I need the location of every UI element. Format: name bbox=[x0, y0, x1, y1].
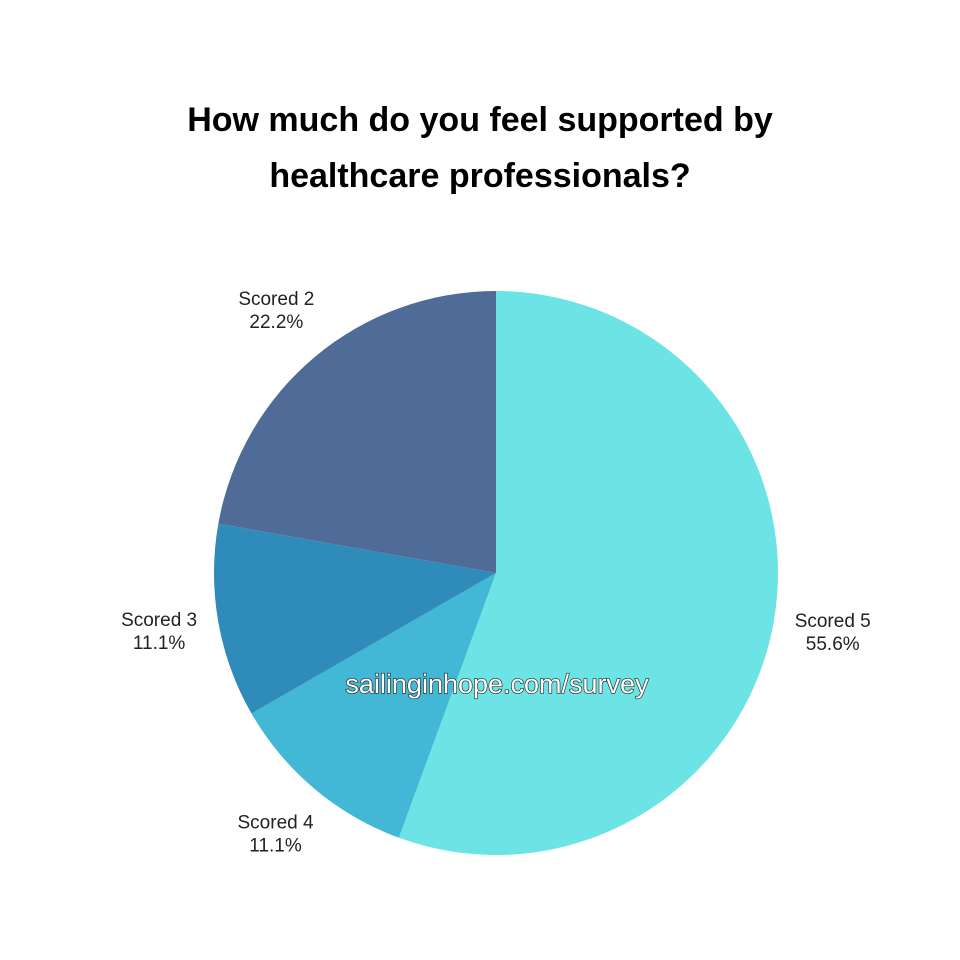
watermark: sailinginhope.com/survey bbox=[345, 669, 649, 699]
pie-slice bbox=[398, 291, 778, 855]
pie-slice bbox=[218, 291, 497, 573]
slice-value-label: 11.1% bbox=[133, 633, 186, 654]
slice-label: Scored 2 bbox=[238, 289, 314, 310]
slice-value-label: 22.2% bbox=[249, 312, 303, 333]
slice-label: Scored 4 bbox=[238, 812, 314, 833]
slice-value-label: 55.6% bbox=[806, 634, 860, 655]
pie-slice bbox=[251, 573, 496, 838]
chart-title: How much do you feel supported by health… bbox=[187, 101, 773, 195]
pie-slice bbox=[213, 523, 496, 714]
slice-label: Scored 5 bbox=[795, 611, 871, 632]
slice-label: Scored 3 bbox=[121, 610, 197, 631]
slice-value-label: 11.1% bbox=[249, 835, 302, 856]
